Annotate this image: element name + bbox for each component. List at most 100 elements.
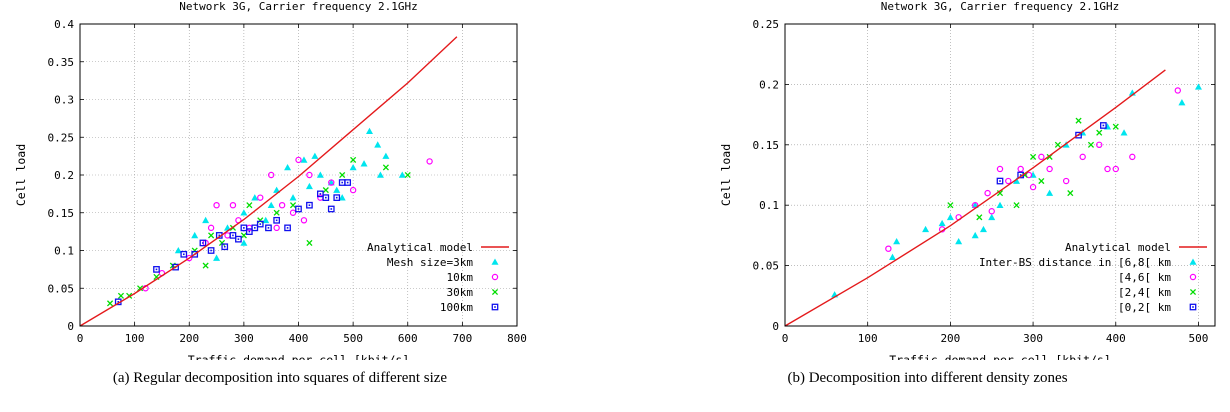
- chart-1-series-2-point-stroke: [976, 214, 983, 221]
- chart-0-series-1-point: [273, 224, 280, 232]
- chart-0-series-3-point-dot: [319, 193, 322, 195]
- chart-0-legend-label: 30km: [447, 286, 474, 299]
- chart-0-series-1-point: [186, 254, 193, 262]
- chart-1-series-0-point: [979, 225, 987, 233]
- chart-0-series-3-point-dot: [248, 230, 251, 233]
- chart-1-legend-label: [4,6[ km: [1118, 271, 1171, 284]
- chart-1-series-2-point-stroke: [947, 202, 954, 209]
- chart-0-series-0-point: [240, 209, 248, 216]
- chart-1-series-3-point: [996, 177, 1004, 185]
- panel-b: Network 3G, Carrier frequency 2.1GHz 0 100…: [615, 0, 1230, 412]
- chart-0-series-2-point-stroke: [382, 164, 389, 171]
- chart-0-xtick-label: 300: [234, 332, 254, 345]
- chart-0-series-2-point: [117, 292, 125, 299]
- chart-0-series-2-point: [322, 187, 329, 194]
- chart-0-series-3-point-dot: [202, 242, 204, 244]
- chart-0-series-0-point: [267, 201, 275, 208]
- chart-1-series-2-point: [1067, 190, 1074, 197]
- chart-0-series-3-point-dot: [237, 238, 240, 240]
- chart-1-series-2-point: [1054, 141, 1061, 148]
- chart-1-xtick-label: 0: [782, 332, 789, 345]
- caption-a: (a) Regular decomposition into squares o…: [112, 370, 448, 386]
- chart-1-series-1-point: [1104, 165, 1111, 173]
- chart-0-series-0-point: [174, 247, 182, 254]
- chart-0-series-3-point-dot: [210, 249, 212, 252]
- chart-0-series-3-point: [306, 201, 313, 209]
- chart-0-ytick-label: 0.3: [54, 94, 74, 107]
- chart-1-series-2-point: [1087, 141, 1095, 148]
- chart-0-legend-label: Analytical model: [367, 241, 473, 254]
- chart-0-xtick-label: 100: [125, 332, 145, 345]
- chart-0-series-3-point-dot: [155, 268, 158, 271]
- chart-1-ytick-label: 0.05: [753, 260, 780, 273]
- chart-0-series-3-point: [256, 220, 264, 228]
- chart-0-legend: Analytical model Mesh size=3km 10km 30km 100…: [367, 241, 509, 314]
- chart-0-ytick-label: 0.35: [48, 56, 75, 69]
- chart-0-series-2-point-stroke: [240, 232, 247, 239]
- chart-0-series-3-point: [265, 224, 272, 232]
- chart-0-series-2-point: [240, 232, 247, 239]
- chart-0-series-2-point: [246, 202, 253, 209]
- chart-0-legend-marker: [491, 288, 499, 296]
- chart-1-series-2-point: [1030, 153, 1037, 160]
- chart-1-series-1-point: [996, 165, 1004, 173]
- chart-0-series-2-point-stroke: [322, 187, 329, 194]
- chart-1-series-3-point-dot: [999, 180, 1001, 182]
- chart-0-series-3-point-dot: [254, 227, 256, 229]
- chart-0-series-2-point-stroke: [191, 247, 198, 254]
- chart-0-legend-marker-stroke: [491, 288, 499, 296]
- chart-0-series-0-point: [311, 152, 319, 159]
- chart-0-series-0-point: [376, 171, 384, 178]
- chart-0-model-line: [79, 36, 458, 327]
- chart-0-series-3-point-dot: [335, 196, 338, 199]
- chart-1-series-2-point: [1096, 129, 1103, 136]
- chart-0-series-3-point: [245, 228, 253, 235]
- chart-1-series-0-point: [938, 219, 946, 227]
- chart-0-series-0-point: [289, 194, 297, 201]
- chart-0-series-0-point: [300, 156, 308, 163]
- chart-1-series-0-point: [971, 231, 979, 239]
- chart-0-series-0-point: [360, 160, 368, 167]
- chart-0-series-2-point-stroke: [246, 202, 253, 209]
- chart-0-series-2-point: [106, 300, 114, 307]
- chart-1-series-0-point: [1046, 189, 1054, 196]
- chart-0-series-0-point: [262, 216, 270, 224]
- chart-1-series-2-point-stroke: [1087, 141, 1095, 148]
- chart-0-series-2-point-stroke: [153, 273, 160, 280]
- chart-1-series-1-point: [1038, 153, 1045, 161]
- chart-1-series-2-point-stroke: [1030, 153, 1037, 160]
- chart-0-series-3-point: [284, 224, 291, 232]
- chart-0-series-2-point-stroke: [208, 232, 215, 239]
- chart-0-series-3-point-dot: [267, 227, 270, 229]
- chart-0-ylabel: Cell load: [14, 144, 28, 206]
- chart-1-series-2-point-stroke: [1038, 177, 1045, 185]
- chart-0-series-1-point: [289, 209, 297, 216]
- chart-0-series-2-point-stroke: [257, 217, 264, 224]
- chart-1-series-3-point-dot: [1102, 124, 1105, 127]
- chart-0-series-2-point: [339, 171, 346, 179]
- chart-0-series-2-point-stroke: [137, 285, 144, 292]
- chart-0-series-2: [106, 156, 411, 307]
- chart-1-legend-marker-dot: [1192, 306, 1194, 308]
- chart-1-legend: Analytical model Inter-BS distance in [6,…: [979, 241, 1207, 314]
- chart-1-model-line: [784, 69, 1166, 327]
- chart-1-series-3: [996, 122, 1107, 185]
- chart-0-series-0-point: [202, 216, 210, 224]
- chart-0-ytick-label: 0.2: [54, 169, 74, 182]
- chart-1-series-1-point: [885, 245, 892, 252]
- chart-0-series-3-point-dot: [218, 234, 221, 237]
- chart-0-series-3-point: [327, 205, 335, 213]
- chart-0-xtick-label: 600: [398, 332, 418, 345]
- chart-1-xtick-label: 500: [1189, 332, 1209, 345]
- chart-1-legend-marker: [1189, 288, 1197, 296]
- chart-1-series-0-point: [1178, 99, 1186, 106]
- chart-0-series-2-point-stroke: [404, 171, 411, 179]
- chart-0-series-1: [142, 156, 433, 292]
- chart-1-series-2-point-stroke: [1067, 190, 1074, 197]
- chart-0-series-3: [114, 179, 352, 306]
- chart-0-series-0-point: [273, 186, 281, 193]
- chart-0-series-3-point-dot: [297, 208, 300, 210]
- chart-0-series-0-point: [213, 254, 221, 261]
- chart-0-xtick-label: 0: [77, 332, 84, 345]
- chart-0-series-0-point: [305, 182, 313, 190]
